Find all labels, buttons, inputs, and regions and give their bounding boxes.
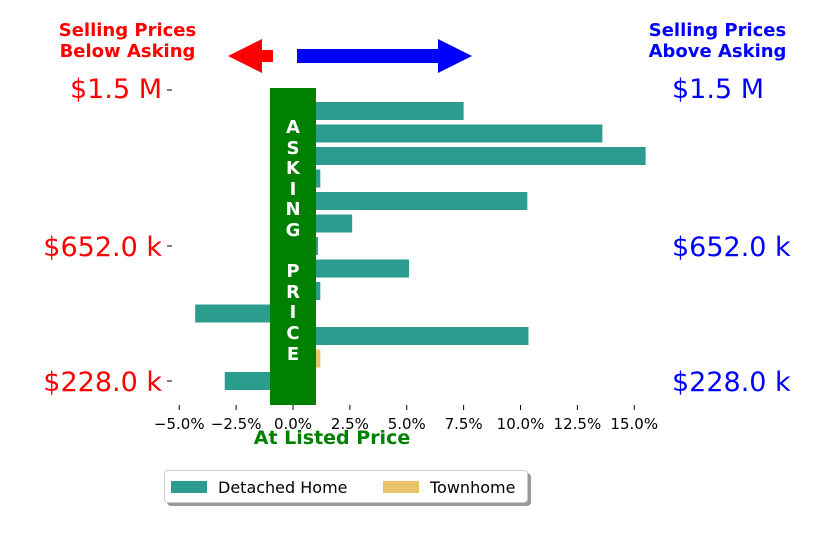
asking-letter: I — [289, 178, 297, 200]
x-tick-label: −5.0% — [154, 415, 205, 433]
bar-detached — [293, 192, 528, 210]
right-arrow-icon — [297, 39, 472, 73]
bar-detached — [293, 147, 646, 165]
price-label-right-bottom: $228.0 k — [672, 367, 791, 398]
bar-detached — [293, 124, 603, 143]
asking-letter: S — [286, 137, 300, 159]
x-tick-label: 12.5% — [554, 415, 602, 433]
asking-letter: C — [286, 322, 300, 344]
legend-swatch-detached — [171, 481, 207, 493]
asking-letter: E — [286, 343, 300, 365]
x-tick-label: 7.5% — [445, 415, 483, 433]
legend-swatch-townhome — [383, 481, 419, 493]
asking-letter: R — [286, 281, 300, 303]
x-tick-label: 0.0% — [274, 415, 312, 433]
above-asking-line2: Above Asking — [648, 41, 787, 62]
x-tick-label: 15.0% — [610, 415, 658, 433]
legend: Detached Home Townhome — [164, 470, 528, 503]
below-asking-line1: Selling Prices — [58, 20, 197, 41]
x-tick-label: 10.0% — [497, 415, 545, 433]
legend-item-detached: Detached Home — [171, 477, 348, 497]
asking-letter: G — [285, 219, 301, 241]
price-label-left-top: $1.5 M — [70, 74, 162, 105]
x-tick-label: −2.5% — [211, 415, 262, 433]
legend-item-townhome: Townhome — [383, 477, 515, 497]
bar-detached — [293, 327, 529, 345]
y-axis-ticks — [167, 89, 172, 382]
x-axis-label: At Listed Price — [253, 427, 411, 449]
bar-detached — [195, 304, 293, 323]
legend-label-townhome: Townhome — [430, 477, 516, 497]
bar-detached — [293, 259, 410, 278]
asking-letter: I — [289, 302, 297, 324]
asking-price-band — [270, 88, 316, 405]
price-label-right-middle: $652.0 k — [672, 232, 791, 263]
above-asking-line1: Selling Prices — [648, 20, 787, 41]
below-asking-line2: Below Asking — [59, 41, 196, 62]
above-asking-header: Selling Prices Above Asking — [625, 20, 810, 62]
x-axis: −5.0% −2.5% 0.0% 2.5% 5.0% 7.5% 10.0% 12.5% 15.0… — [154, 405, 658, 433]
asking-letter: K — [286, 158, 300, 180]
price-label-left-middle: $652.0 k — [43, 232, 162, 263]
bar-detached — [293, 102, 464, 120]
x-tick-label: 2.5% — [331, 415, 369, 433]
below-asking-header: Selling Prices Below Asking — [30, 20, 225, 62]
legend-label-detached: Detached Home — [218, 477, 348, 497]
asking-letter: N — [285, 199, 301, 221]
left-arrow-icon — [228, 39, 273, 73]
price-label-right-top: $1.5 M — [672, 74, 764, 105]
asking-letter: P — [286, 261, 300, 283]
price-label-left-bottom: $228.0 k — [43, 367, 162, 398]
asking-letter: A — [286, 117, 300, 138]
asking-letter — [270, 242, 316, 263]
bars-layer — [195, 102, 646, 390]
x-tick-label: 5.0% — [388, 415, 426, 433]
